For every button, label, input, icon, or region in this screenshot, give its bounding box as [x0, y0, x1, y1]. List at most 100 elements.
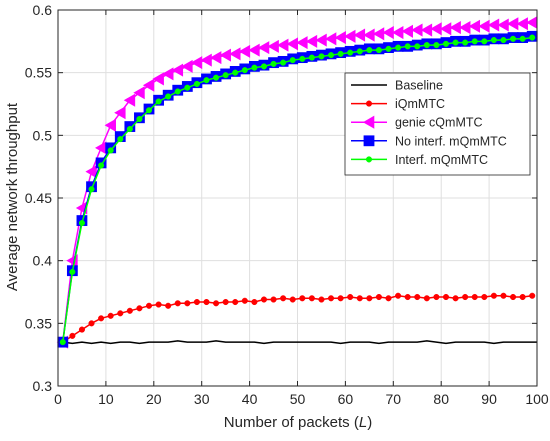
x-tick-label: 100 — [525, 391, 549, 407]
data-point — [270, 296, 277, 303]
data-point — [238, 44, 251, 58]
data-point — [481, 38, 488, 45]
data-point — [277, 38, 289, 52]
y-tick-label: 0.4 — [33, 253, 53, 269]
data-point — [401, 24, 413, 38]
data-point — [414, 43, 421, 50]
data-point — [85, 165, 97, 179]
data-point — [280, 59, 287, 66]
data-point — [123, 93, 136, 107]
data-point — [145, 107, 153, 114]
data-point — [117, 310, 124, 317]
data-point — [222, 72, 229, 79]
data-point — [420, 23, 433, 37]
x-tick-label: 80 — [433, 391, 449, 407]
data-point — [142, 78, 155, 92]
data-point — [299, 295, 306, 302]
data-point — [433, 293, 440, 301]
data-point — [442, 293, 450, 301]
data-point — [337, 295, 344, 302]
data-point — [404, 43, 411, 50]
data-point — [375, 293, 382, 301]
series-2 — [56, 16, 538, 349]
data-point — [414, 293, 421, 301]
data-point — [133, 86, 145, 100]
data-point — [270, 60, 277, 67]
data-point — [500, 292, 507, 299]
data-point — [126, 126, 133, 133]
data-point — [324, 32, 337, 46]
data-point — [229, 47, 241, 61]
data-point — [356, 295, 363, 302]
data-point — [519, 35, 526, 42]
axes: 0 10 20 30 40 50 60 70 80 90 100 0.3 0.35 0.4 0.45 0.5 0… — [25, 2, 549, 407]
data-point — [395, 292, 402, 299]
data-point — [203, 298, 210, 306]
data-point — [260, 296, 268, 303]
data-point — [117, 136, 124, 143]
data-point — [478, 19, 490, 33]
data-point — [88, 186, 95, 193]
data-point — [248, 43, 260, 57]
data-point — [490, 37, 497, 44]
series-4 — [59, 34, 536, 346]
data-point — [174, 300, 181, 307]
data-point — [98, 162, 105, 169]
data-point — [69, 332, 76, 339]
data-point — [305, 34, 318, 48]
data-point — [344, 29, 356, 43]
data-point — [260, 63, 268, 70]
data-point — [136, 305, 143, 312]
data-point — [395, 44, 402, 51]
data-point — [136, 115, 143, 123]
data-point — [439, 22, 452, 36]
data-point — [88, 320, 95, 327]
data-point — [334, 31, 346, 45]
data-point — [232, 69, 239, 76]
legend-label: genie cQmMTC — [395, 116, 483, 130]
data-point — [213, 300, 220, 307]
data-point — [193, 80, 200, 87]
data-point — [59, 339, 66, 346]
x-tick-label: 50 — [290, 391, 306, 407]
y-tick-label: 0.5 — [33, 127, 53, 143]
data-point — [529, 292, 536, 299]
data-point — [462, 39, 469, 46]
x-tick-label: 20 — [146, 391, 162, 407]
y-tick-label: 0.6 — [33, 2, 53, 18]
data-point — [184, 300, 191, 307]
data-point — [356, 48, 363, 55]
data-point — [404, 293, 411, 301]
data-point — [174, 88, 181, 95]
data-point — [391, 26, 404, 40]
data-point — [213, 74, 220, 81]
y-tick-label: 0.35 — [25, 315, 52, 331]
data-point — [98, 315, 105, 322]
data-point — [78, 220, 85, 227]
data-point — [222, 298, 229, 306]
data-point — [337, 50, 344, 57]
y-axis-label: Average network throughput — [4, 102, 21, 291]
data-point — [516, 17, 528, 31]
data-point — [152, 72, 164, 86]
data-point — [529, 34, 536, 41]
data-point — [241, 67, 248, 74]
data-point — [126, 307, 133, 314]
data-point — [308, 295, 315, 302]
legend-marker — [365, 156, 373, 163]
data-point — [162, 67, 174, 81]
legend-label: Interf. mQmMTC — [395, 153, 488, 167]
data-point — [232, 298, 239, 306]
legend-marker — [363, 135, 375, 147]
data-point — [286, 37, 299, 51]
data-point — [347, 293, 354, 301]
data-point — [155, 301, 162, 308]
data-point — [315, 33, 327, 47]
data-point — [442, 40, 450, 47]
x-tick-label: 60 — [338, 391, 354, 407]
data-point — [471, 293, 478, 301]
x-tick-label: 30 — [194, 391, 210, 407]
series-1 — [59, 292, 536, 346]
